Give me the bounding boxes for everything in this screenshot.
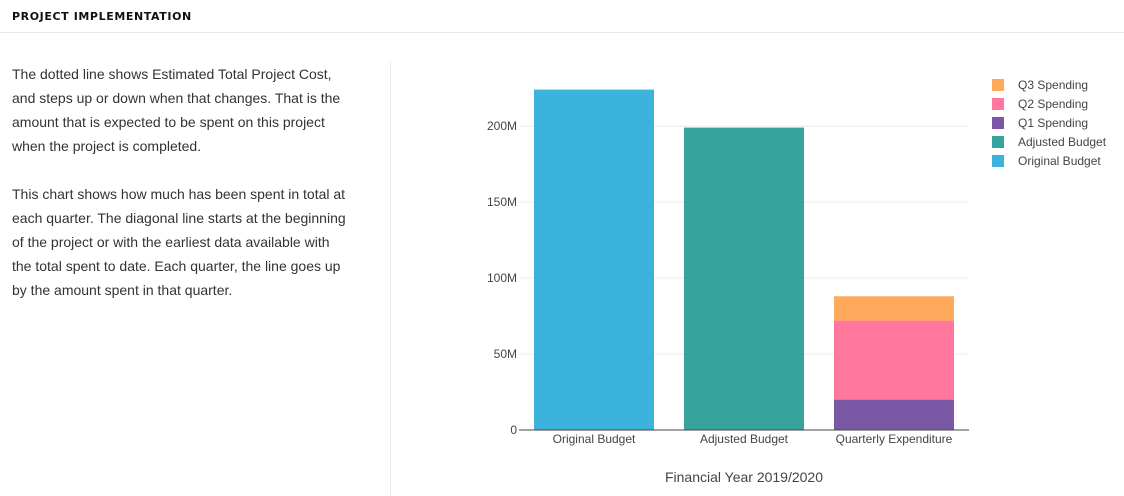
y-tick-label: 50M — [494, 347, 517, 361]
section-title: PROJECT IMPLEMENTATION — [12, 10, 192, 23]
description-text: The dotted line shows Estimated Total Pr… — [12, 62, 352, 326]
description-paragraph-2: This chart shows how much has been spent… — [12, 186, 346, 298]
section-header: PROJECT IMPLEMENTATION — [0, 0, 1124, 33]
bar-adjusted-budget — [684, 127, 804, 430]
legend-swatch — [992, 155, 1004, 167]
legend-label: Q1 Spending — [1018, 116, 1088, 130]
legend-label: Q2 Spending — [1018, 97, 1088, 111]
x-tick-label: Quarterly Expenditure — [836, 432, 953, 446]
legend-swatch — [992, 136, 1004, 148]
legend-label: Original Budget — [1018, 154, 1101, 168]
x-axis-title: Financial Year 2019/2020 — [665, 469, 823, 485]
y-tick-label: 0 — [510, 423, 517, 437]
legend-label: Q3 Spending — [1018, 78, 1088, 92]
legend-swatch — [992, 98, 1004, 110]
legend-swatch — [992, 79, 1004, 91]
description-paragraph-1: The dotted line shows Estimated Total Pr… — [12, 66, 341, 154]
legend-swatch — [992, 117, 1004, 129]
y-tick-label: 150M — [487, 195, 517, 209]
bar-original-budget — [534, 89, 654, 430]
y-tick-label: 100M — [487, 271, 517, 285]
y-tick-label: 200M — [487, 119, 517, 133]
legend-label: Adjusted Budget — [1018, 135, 1107, 149]
x-tick-label: Original Budget — [553, 432, 636, 446]
bar-q1-spending — [834, 399, 954, 430]
column-divider — [390, 62, 391, 496]
x-tick-label: Adjusted Budget — [700, 432, 789, 446]
bar-q3-spending — [834, 296, 954, 321]
bar-q2-spending — [834, 320, 954, 400]
